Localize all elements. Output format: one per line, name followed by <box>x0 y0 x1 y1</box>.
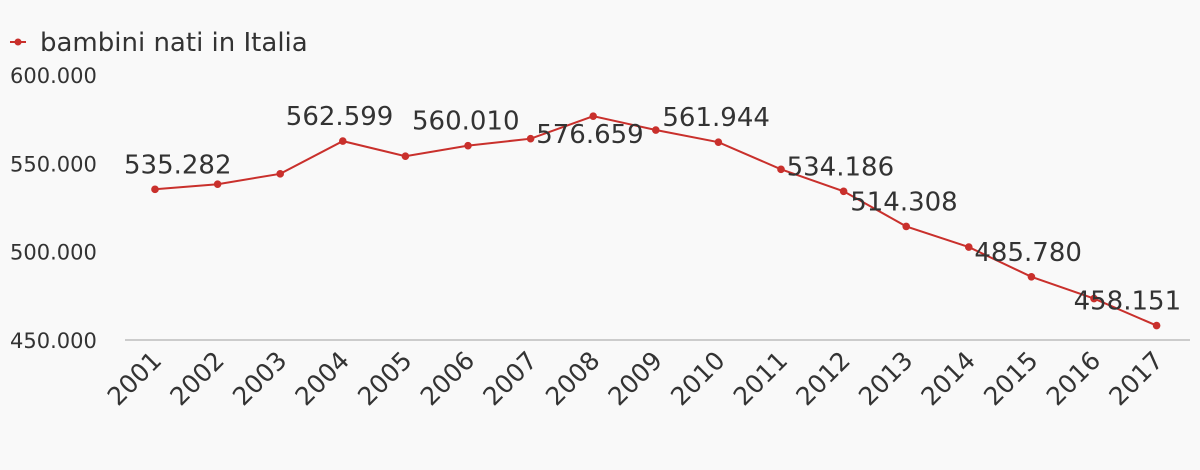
data-point[interactable] <box>151 185 159 194</box>
data-point[interactable] <box>714 138 723 147</box>
data-point[interactable] <box>213 180 222 188</box>
x-tick-label: 2014 <box>916 346 981 411</box>
x-tick-label: 2005 <box>352 346 417 411</box>
data-label: 514.308 <box>850 187 958 217</box>
data-points <box>151 112 1161 330</box>
x-tick-label: 2010 <box>665 346 730 411</box>
x-tick-label: 2008 <box>540 346 605 411</box>
data-labels: 535.282 562.599 560.010 576.659 561.944 534.1… <box>124 102 1181 317</box>
data-point[interactable] <box>339 137 347 145</box>
x-tick-label: 2012 <box>790 346 855 411</box>
y-tick-label: 450.000 <box>10 329 97 353</box>
series-line <box>154 115 1157 327</box>
x-tick-label: 2001 <box>102 346 167 411</box>
data-point[interactable] <box>902 222 910 231</box>
data-point[interactable] <box>652 126 660 134</box>
legend-marker-icon <box>14 38 22 46</box>
x-axis: 2001200220032004200520062007200820092010… <box>102 346 1169 411</box>
data-label: 562.599 <box>286 102 394 132</box>
data-label: 485.780 <box>974 238 1082 268</box>
y-tick-label: 550.000 <box>10 152 97 176</box>
data-point[interactable] <box>1152 321 1161 330</box>
data-point[interactable] <box>401 152 410 161</box>
x-tick-label: 2004 <box>290 346 355 411</box>
x-tick-label: 2017 <box>1103 346 1168 411</box>
data-point[interactable] <box>276 170 285 178</box>
data-point[interactable] <box>777 165 785 174</box>
data-point[interactable] <box>1027 272 1036 281</box>
data-point[interactable] <box>464 141 472 150</box>
data-point[interactable] <box>526 134 535 143</box>
data-label: 561.944 <box>662 103 770 133</box>
y-tick-label: 500.000 <box>10 241 97 265</box>
data-point[interactable] <box>965 243 973 251</box>
x-tick-label: 2002 <box>164 346 229 411</box>
data-label: 560.010 <box>412 107 520 137</box>
data-label: 458.151 <box>1074 287 1182 317</box>
y-axis: 450.000 500.000 550.000 600.000 <box>10 64 97 353</box>
x-tick-label: 2013 <box>853 346 918 411</box>
legend[interactable]: bambini nati in Italia <box>10 28 308 58</box>
x-tick-label: 2016 <box>1041 346 1106 411</box>
x-tick-label: 2009 <box>603 346 668 411</box>
legend-label: bambini nati in Italia <box>40 28 308 58</box>
x-tick-label: 2003 <box>227 346 292 411</box>
data-point[interactable] <box>839 187 848 196</box>
data-label: 576.659 <box>536 120 644 150</box>
y-tick-label: 600.000 <box>10 64 97 88</box>
data-label: 534.186 <box>787 152 895 182</box>
x-tick-label: 2015 <box>978 346 1043 411</box>
data-point[interactable] <box>1090 294 1098 303</box>
x-tick-label: 2011 <box>728 346 793 411</box>
x-tick-label: 2006 <box>415 346 480 411</box>
data-point[interactable] <box>589 112 597 121</box>
x-tick-label: 2007 <box>477 346 542 411</box>
data-label: 535.282 <box>124 150 232 180</box>
